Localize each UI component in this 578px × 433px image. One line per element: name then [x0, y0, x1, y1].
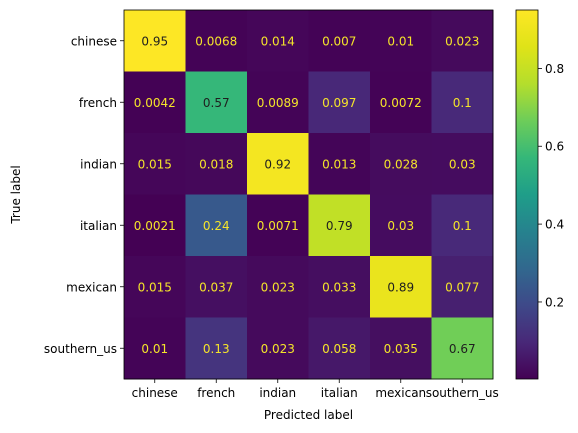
heatmap-cell [247, 133, 309, 195]
cell-value-label: 0.014 [261, 34, 295, 48]
cell-value-label: 0.67 [449, 342, 476, 356]
heatmap-cell [247, 317, 309, 380]
cell-value-label: 0.037 [199, 280, 233, 294]
cell-value-label: 0.01 [387, 34, 414, 48]
y-tick-label: chinese [71, 34, 117, 48]
heatmap-cell [431, 256, 494, 318]
colorbar-tick-label: 0.6 [545, 140, 564, 154]
x-tick-label: mexican [375, 386, 426, 400]
cell-value-label: 0.028 [384, 157, 418, 171]
heatmap-cell [308, 133, 371, 195]
cell-value-label: 0.015 [138, 280, 172, 294]
heatmap-cell [185, 317, 248, 380]
heatmap-cell [124, 317, 186, 380]
heatmap-cell [124, 10, 186, 72]
cell-value-label: 0.13 [203, 342, 230, 356]
cell-value-label: 0.058 [322, 342, 356, 356]
x-tick-label: southern_us [426, 386, 499, 400]
y-tick-label: italian [80, 219, 117, 233]
heatmap-cell [185, 256, 248, 318]
cell-value-label: 0.03 [387, 219, 414, 233]
cell-value-label: 0.0089 [257, 96, 299, 110]
cell-value-label: 0.92 [264, 157, 291, 171]
colorbar-frame [515, 9, 539, 380]
heatmap-cell [124, 194, 186, 257]
colorbar-tick-label: 0.2 [545, 295, 564, 309]
heatmap-cell [185, 194, 248, 257]
heatmap-cell [308, 71, 371, 134]
cell-value-label: 0.0021 [134, 219, 176, 233]
heatmap-cell [431, 317, 494, 380]
x-tick-label: italian [321, 386, 358, 400]
x-tick-label: french [197, 386, 235, 400]
heatmap-cell [431, 133, 494, 195]
colorbar-tick-label: 0.8 [545, 62, 564, 76]
heatmap-cell [370, 10, 432, 72]
cell-value-label: 0.0042 [134, 96, 176, 110]
cell-value-label: 0.0071 [257, 219, 299, 233]
cell-value-label: 0.79 [326, 219, 353, 233]
cell-value-label: 0.0068 [195, 34, 237, 48]
heatmap-cell [124, 256, 186, 318]
cell-value-label: 0.007 [322, 34, 356, 48]
y-tick-label: french [79, 96, 117, 110]
cell-value-label: 0.077 [445, 280, 479, 294]
heatmap-cell [247, 10, 309, 72]
cell-value-label: 0.1 [453, 219, 472, 233]
plot-frame [123, 9, 494, 380]
colorbar [516, 10, 538, 379]
heatmap-cell [370, 317, 432, 380]
heatmap-cell [431, 194, 494, 257]
cell-value-label: 0.023 [261, 280, 295, 294]
y-axis-ticks: chinese french indian italian mexican souther… [44, 34, 124, 356]
cell-value-labels: 0.95 0.0068 0.014 0.007 0.01 0.023 0.0042 0.57 0… [134, 34, 480, 356]
cell-value-label: 0.95 [141, 34, 168, 48]
cell-value-label: 0.035 [384, 342, 418, 356]
heatmap-cell [370, 71, 432, 134]
heatmap-cell [308, 317, 371, 380]
heatmap-cell [247, 71, 309, 134]
cell-value-label: 0.89 [387, 280, 414, 294]
cell-value-label: 0.24 [203, 219, 230, 233]
heatmap-cell [124, 133, 186, 195]
y-tick-label: mexican [66, 280, 117, 294]
cell-value-label: 0.013 [322, 157, 356, 171]
heatmap-cell [124, 71, 186, 134]
y-tick-label: indian [80, 157, 117, 171]
colorbar-ticks: 0.2 0.4 0.6 0.8 [538, 62, 564, 309]
heatmap-cell [370, 256, 432, 318]
heatmap-cell [308, 194, 371, 257]
cell-value-label: 0.0072 [380, 96, 422, 110]
y-tick-label: southern_us [44, 342, 117, 356]
cell-value-label: 0.023 [261, 342, 295, 356]
cell-value-label: 0.097 [322, 96, 356, 110]
x-tick-label: indian [259, 386, 296, 400]
cell-value-label: 0.018 [199, 157, 233, 171]
x-axis-label: Predicted label [264, 408, 353, 422]
cell-value-label: 0.03 [449, 157, 476, 171]
heatmap-cells [124, 10, 494, 380]
cell-value-label: 0.015 [138, 157, 172, 171]
cell-value-label: 0.1 [453, 96, 472, 110]
heatmap-cell [370, 194, 432, 257]
cell-value-label: 0.57 [203, 96, 230, 110]
heatmap-cell [185, 133, 248, 195]
x-axis-ticks: chinese french indian italian mexican souther… [132, 379, 499, 400]
heatmap-cell [431, 71, 494, 134]
cell-value-label: 0.01 [141, 342, 168, 356]
cell-value-label: 0.023 [445, 34, 479, 48]
heatmap-cell [431, 10, 494, 72]
cell-value-label: 0.033 [322, 280, 356, 294]
heatmap-cell [308, 256, 371, 318]
heatmap-cell [185, 10, 248, 72]
x-tick-label: chinese [132, 386, 178, 400]
heatmap-cell [370, 133, 432, 195]
heatmap-cell [185, 71, 248, 134]
colorbar-tick-label: 0.4 [545, 218, 564, 232]
y-axis-label: True label [9, 165, 23, 224]
heatmap-cell [247, 194, 309, 257]
heatmap-cell [308, 10, 371, 72]
heatmap-cell [247, 256, 309, 318]
